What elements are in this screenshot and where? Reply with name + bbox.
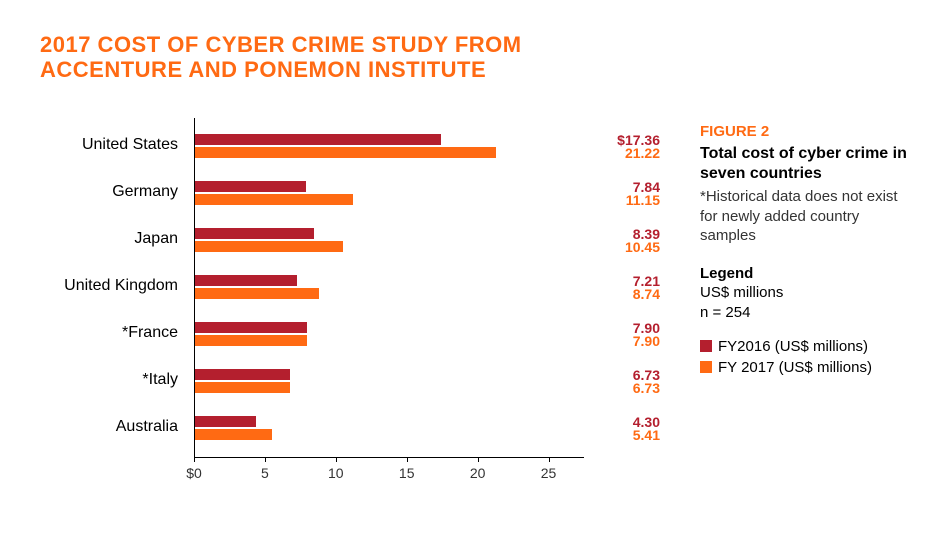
bar-fy2016 bbox=[195, 322, 307, 333]
figure-label: FIGURE 2 bbox=[700, 122, 910, 142]
category-label: Australia bbox=[0, 418, 178, 436]
x-tick bbox=[194, 457, 195, 462]
category-label: Japan bbox=[0, 230, 178, 248]
bar-fy2016 bbox=[195, 416, 256, 427]
legend-items: FY2016 (US$ millions) FY 2017 (US$ millio… bbox=[700, 338, 910, 376]
x-tick bbox=[336, 457, 337, 462]
category-label: *France bbox=[0, 324, 178, 342]
legend-item-label: FY 2017 (US$ millions) bbox=[718, 359, 872, 376]
x-tick bbox=[265, 457, 266, 462]
value-fy2017: 8.74 bbox=[590, 286, 660, 302]
x-tick bbox=[549, 457, 550, 462]
bar-fy2017 bbox=[195, 429, 272, 440]
value-fy2017: 10.45 bbox=[590, 239, 660, 255]
bar-fy2016 bbox=[195, 369, 290, 380]
category-label: Germany bbox=[0, 183, 178, 201]
x-tick-label: 15 bbox=[382, 465, 432, 481]
x-axis-line bbox=[194, 457, 584, 458]
legend-swatch bbox=[700, 340, 712, 352]
bar-fy2017 bbox=[195, 288, 319, 299]
x-tick-label: 20 bbox=[453, 465, 503, 481]
category-label: *Italy bbox=[0, 371, 178, 389]
bar-fy2016 bbox=[195, 134, 441, 145]
x-tick-label: 5 bbox=[240, 465, 290, 481]
bar-fy2017 bbox=[195, 382, 290, 393]
sidebar: FIGURE 2 Total cost of cyber crime in se… bbox=[700, 122, 910, 380]
legend-swatch bbox=[700, 361, 712, 373]
bar-fy2017 bbox=[195, 335, 307, 346]
value-fy2017: 7.90 bbox=[590, 333, 660, 349]
value-fy2017: 21.22 bbox=[590, 145, 660, 161]
bar-fy2016 bbox=[195, 181, 306, 192]
x-tick-label: $0 bbox=[169, 465, 219, 481]
x-tick-label: 25 bbox=[524, 465, 574, 481]
bar-fy2016 bbox=[195, 275, 297, 286]
bar-fy2017 bbox=[195, 147, 496, 158]
figure-subtitle: Total cost of cyber crime in seven count… bbox=[700, 144, 910, 186]
value-fy2017: 5.41 bbox=[590, 427, 660, 443]
x-tick bbox=[478, 457, 479, 462]
x-tick bbox=[407, 457, 408, 462]
bar-fy2017 bbox=[195, 194, 353, 205]
legend-unit: US$ millions bbox=[700, 283, 910, 303]
value-fy2017: 6.73 bbox=[590, 380, 660, 396]
page-root: 2017 COST OF CYBER CRIME STUDY FROM ACCE… bbox=[0, 0, 950, 554]
legend-heading: Legend bbox=[700, 264, 910, 284]
legend-item-label: FY2016 (US$ millions) bbox=[718, 338, 868, 355]
value-fy2017: 11.15 bbox=[590, 192, 660, 208]
bar-fy2016 bbox=[195, 228, 314, 239]
legend-item: FY 2017 (US$ millions) bbox=[700, 359, 910, 376]
category-label: United Kingdom bbox=[0, 277, 178, 295]
bar-fy2017 bbox=[195, 241, 343, 252]
x-tick-label: 10 bbox=[311, 465, 361, 481]
legend-item: FY2016 (US$ millions) bbox=[700, 338, 910, 355]
figure-note: *Historical data does not exist for newl… bbox=[700, 187, 910, 246]
category-label: United States bbox=[0, 136, 178, 154]
legend-n: n = 254 bbox=[700, 303, 910, 323]
